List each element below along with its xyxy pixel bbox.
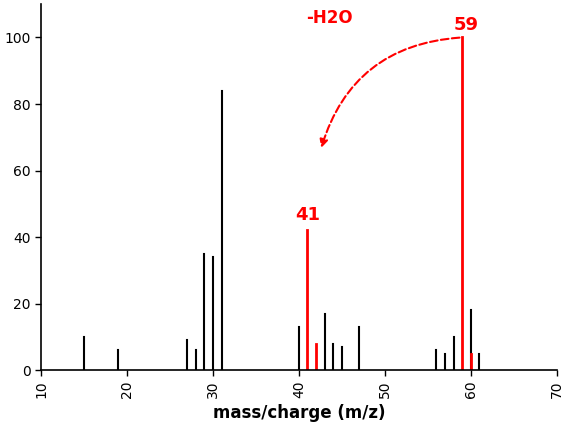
Text: 59: 59 bbox=[454, 16, 479, 34]
Text: -H2O: -H2O bbox=[306, 9, 352, 27]
X-axis label: mass/charge (m/z): mass/charge (m/z) bbox=[212, 404, 385, 422]
Text: 41: 41 bbox=[295, 206, 320, 224]
